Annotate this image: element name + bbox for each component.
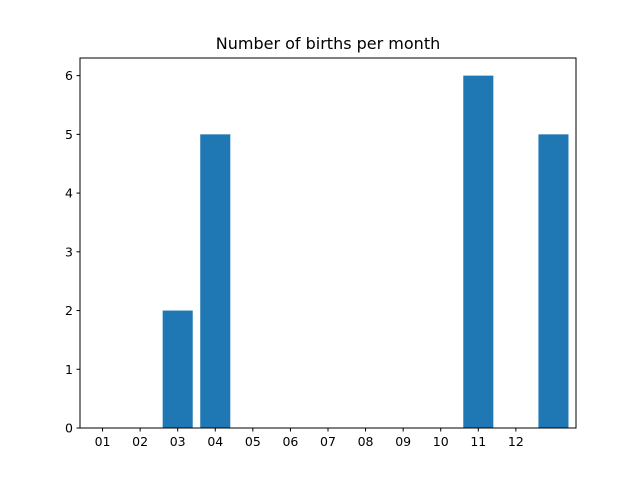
y-tick-label-6: 6 (65, 68, 73, 83)
bar-0 (162, 310, 193, 428)
y-tick-label-5: 5 (65, 127, 73, 142)
bar-2 (463, 75, 494, 428)
x-tick-label-11: 12 (508, 434, 524, 449)
bar-1 (200, 134, 231, 428)
y-tick-label-0: 0 (65, 421, 73, 436)
plot-frame (79, 57, 577, 429)
bar-3 (538, 134, 569, 428)
x-tick-label-1: 02 (132, 434, 148, 449)
y-tick-label-2: 2 (65, 303, 73, 318)
bars-group (162, 75, 569, 428)
y-tick-label-1: 1 (65, 362, 73, 377)
x-tick-label-4: 05 (245, 434, 261, 449)
y-axis: 0 1 2 3 4 5 6 (65, 68, 80, 436)
x-tick-label-6: 07 (320, 434, 336, 449)
x-tick-label-8: 09 (395, 434, 411, 449)
x-tick-label-0: 01 (95, 434, 111, 449)
chart-title: Number of births per month (216, 34, 440, 53)
x-tick-label-9: 10 (433, 434, 449, 449)
x-tick-label-3: 04 (207, 434, 223, 449)
y-tick-label-3: 3 (65, 244, 73, 259)
x-tick-label-7: 08 (358, 434, 374, 449)
x-tick-label-5: 06 (282, 434, 298, 449)
x-tick-label-10: 11 (470, 434, 486, 449)
y-tick-label-4: 4 (65, 186, 73, 201)
x-axis: 01 02 03 04 05 06 07 08 09 10 11 12 (95, 428, 524, 449)
x-tick-label-2: 03 (170, 434, 186, 449)
